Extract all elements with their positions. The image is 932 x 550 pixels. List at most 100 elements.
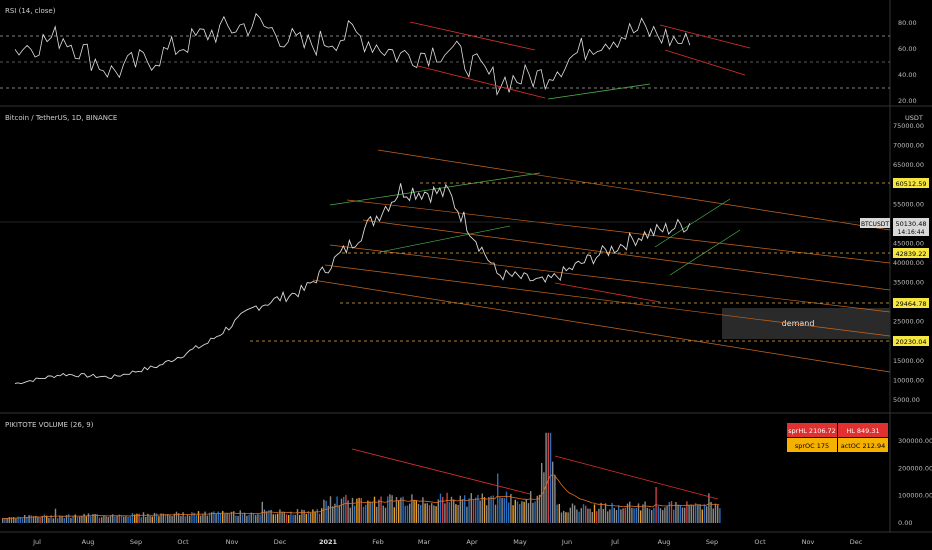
volume-bar (530, 491, 532, 523)
volume-bar (270, 509, 272, 523)
volume-bar (294, 514, 296, 523)
volume-bar (567, 512, 569, 523)
volume-bar (444, 503, 446, 523)
volume-bar (266, 511, 268, 523)
volume-bar (365, 504, 367, 523)
volume-bar (147, 513, 149, 523)
volume-bar (120, 515, 123, 523)
volume-bar (437, 499, 439, 523)
volume-bar (105, 516, 107, 523)
volume-bar (706, 506, 708, 523)
level-label-2: 42839.22 (893, 248, 929, 258)
volume-bar (136, 513, 138, 523)
volume-bar (32, 516, 35, 523)
volume-bar (8, 517, 10, 523)
volume-bar (107, 517, 109, 523)
volume-bar (180, 516, 182, 523)
volume-bar (274, 514, 277, 523)
volume-bar (607, 511, 609, 523)
volume-bar (411, 494, 413, 523)
volume-bar (662, 510, 664, 523)
volume-bar (68, 514, 70, 523)
volume-bar (98, 517, 101, 523)
volume-bar (673, 509, 675, 523)
volume-bar (213, 511, 215, 523)
volume-bar (519, 504, 521, 523)
level-label-3: 29464.78 (893, 298, 929, 308)
volume-bar (719, 508, 721, 523)
volume-bar (351, 497, 354, 523)
volume-bar (325, 500, 327, 523)
volume-bar (384, 507, 387, 523)
volume-bar (169, 515, 171, 523)
volume-bar (103, 515, 105, 523)
volume-bar (83, 513, 85, 523)
volume-bar (393, 507, 395, 523)
volume-bar (217, 511, 219, 523)
time-axis-label: Dec (274, 538, 287, 546)
volume-bar (323, 499, 325, 523)
volume-bar (338, 505, 340, 523)
volume-bar (92, 514, 94, 523)
time-axis-label: Oct (754, 538, 766, 546)
demand-zone (722, 308, 890, 339)
volume-bar (46, 515, 48, 523)
volume-tick-label: 200000.00 (898, 464, 932, 472)
level-label-4: 20230.04 (893, 336, 929, 346)
volume-bar (356, 498, 358, 523)
volume-bar (19, 517, 21, 523)
price-panel: Bitcoin / TetherUS, 1D, BINANCE USDT dem… (0, 114, 929, 404)
volume-bar (642, 504, 644, 523)
volume-bar (336, 496, 338, 523)
horizontal-levels (250, 182, 890, 342)
volume-bar (70, 518, 72, 523)
volume-bar (13, 517, 15, 523)
volume-bar (424, 503, 426, 523)
volume-bar (664, 507, 666, 523)
volume-bar (349, 507, 351, 523)
time-axis-label: Jul (610, 538, 619, 546)
volume-bar (580, 508, 582, 523)
volume-bar (481, 493, 483, 523)
rsi-title: RSI (14, close) (5, 7, 56, 15)
volume-bar (389, 494, 391, 523)
volume-bar (263, 509, 266, 523)
time-axis-label: Jul (32, 538, 41, 546)
volume-bar (402, 496, 404, 523)
rsi-tick-label: 40.00 (898, 71, 917, 79)
volume-bar (479, 500, 481, 523)
volume-bar (26, 517, 28, 523)
volume-bar (615, 510, 618, 523)
volume-bar (305, 513, 307, 523)
volume-bar (629, 501, 631, 523)
volume-bar (193, 512, 195, 523)
volume-bar (204, 511, 206, 523)
volume-bar (57, 518, 59, 523)
volume-bar (369, 501, 371, 523)
volume-bar (310, 513, 312, 523)
time-axis-label: Nov (802, 538, 815, 546)
rsi-tick-label: 80.00 (898, 19, 917, 27)
volume-bar (358, 497, 360, 523)
volume-bar (406, 505, 409, 523)
volume-bar (637, 503, 640, 523)
volume-bar (195, 515, 197, 523)
volume-bar (312, 509, 314, 523)
stat-sproc: sprOC 175 (795, 442, 829, 450)
price-tick-label: 45000.00 (893, 239, 924, 247)
volume-bar (668, 502, 670, 523)
volume-bar (554, 474, 556, 523)
volume-bar (499, 497, 501, 523)
volume-bar (222, 510, 224, 523)
volume-bar (574, 505, 576, 523)
volume-bar (646, 507, 648, 523)
volume-bar (101, 517, 103, 523)
volume-bar (96, 514, 98, 523)
volume-bar (541, 463, 543, 523)
volume-bar (475, 497, 477, 523)
volume-bar (400, 497, 402, 523)
volume-bar (640, 510, 642, 523)
volume-bar (314, 511, 316, 523)
volume-bar (549, 432, 552, 523)
